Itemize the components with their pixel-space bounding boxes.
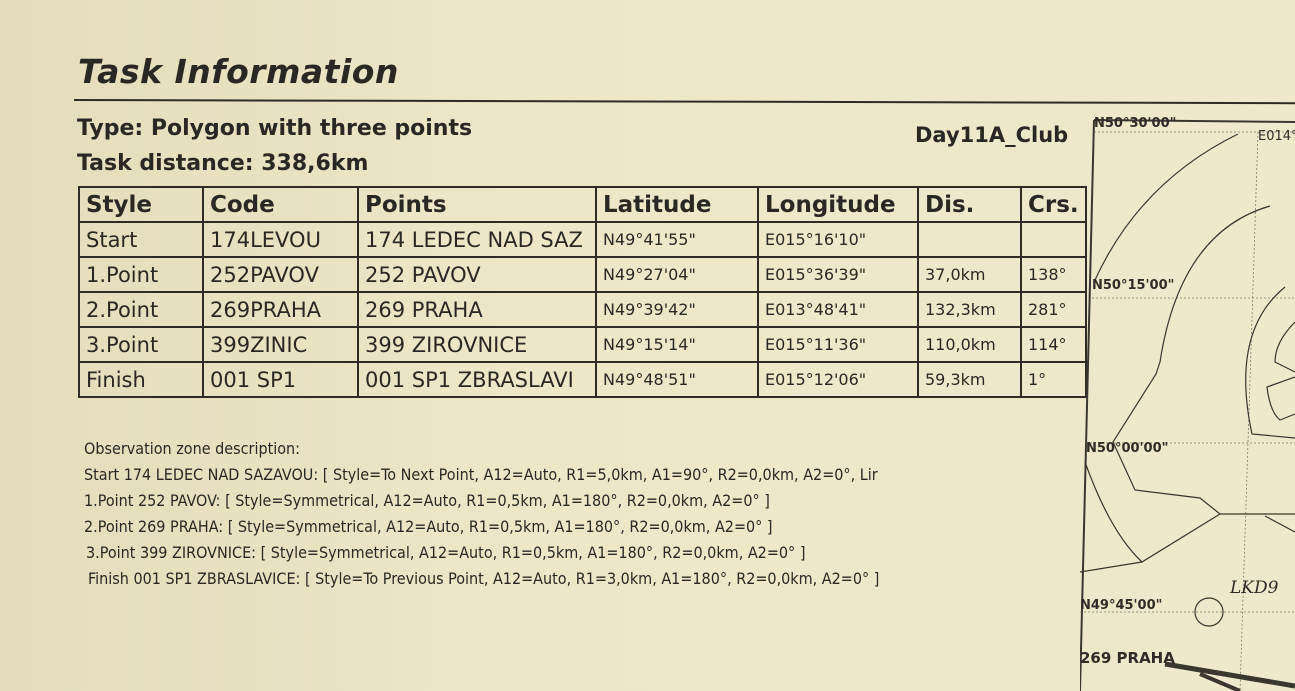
- lon-label: E014°: [1258, 129, 1295, 144]
- table-cell: E015°16'10": [757, 221, 919, 258]
- table-cell: 37,0km: [917, 256, 1022, 293]
- column-header: Crs.: [1020, 186, 1087, 223]
- table-cell: 399 ZIROVNICE: [357, 326, 597, 363]
- table-cell: N49°15'14": [595, 326, 759, 363]
- table-cell: 399ZINIC: [202, 326, 359, 363]
- table-cell: 1°: [1020, 361, 1087, 398]
- table-cell: 132,3km: [917, 291, 1022, 328]
- table-cell: N49°48'51": [595, 361, 759, 398]
- table-cell: 59,3km: [917, 361, 1022, 398]
- table-cell: 3.Point: [78, 326, 204, 363]
- handwritten-note: LKD9: [1230, 578, 1279, 598]
- task-distance: Task distance: 338,6km: [77, 151, 369, 176]
- table-row: Start 174LEVOU 174 LEDEC NAD SAZ N49°41'55"…: [78, 221, 1087, 258]
- table-row: 2.Point 269PRAHA 269 PRAHA N49°39'42" E013°4…: [78, 291, 1087, 328]
- observation-line: Start 174 LEDEC NAD SAZAVOU: [ Style=To …: [84, 465, 878, 484]
- table-row: 1.Point 252PAVOV 252 PAVOV N49°27'04" E015°3…: [78, 256, 1087, 293]
- lat-label: N49°45'00": [1080, 598, 1163, 613]
- point-label: 269 PRAHA: [1080, 649, 1175, 667]
- table-cell: 269PRAHA: [202, 291, 359, 328]
- table-cell: 281°: [1020, 291, 1087, 328]
- observation-line: 2.Point 269 PRAHA: [ Style=Symmetrical, …: [84, 517, 773, 536]
- table-row: Finish 001 SP1 001 SP1 ZBRASLAVI N49°48'51"…: [78, 361, 1087, 398]
- lat-label: N50°30'00": [1094, 116, 1177, 131]
- task-map: N50°30'00" E014° N50°15'00" N50°00'00" N…: [1080, 112, 1295, 691]
- page-title: Task Information: [78, 52, 399, 91]
- table-cell: 252 PAVOV: [357, 256, 597, 293]
- table-cell: E015°36'39": [757, 256, 919, 293]
- map-drawing: [1080, 119, 1295, 691]
- task-type: Type: Polygon with three points: [77, 116, 473, 141]
- table-cell: 174LEVOU: [202, 221, 359, 258]
- table-cell: E013°48'41": [757, 291, 919, 328]
- table-cell: N49°41'55": [595, 221, 759, 258]
- title-divider: [73, 99, 1295, 105]
- table-cell: 174 LEDEC NAD SAZ: [357, 221, 597, 258]
- table-cell: N49°39'42": [595, 291, 759, 328]
- table-cell: 001 SP1: [202, 361, 359, 398]
- lat-label: N50°15'00": [1092, 278, 1175, 293]
- observation-line: 1.Point 252 PAVOV: [ Style=Symmetrical, …: [84, 491, 770, 510]
- table-row: 3.Point 399ZINIC 399 ZIROVNICE N49°15'14" E0…: [78, 326, 1087, 363]
- task-name: Day11A_Club: [915, 123, 1069, 147]
- column-header: Longitude: [757, 186, 919, 223]
- table-cell: 269 PRAHA: [357, 291, 597, 328]
- table-cell: 110,0km: [917, 326, 1022, 363]
- table-cell: 001 SP1 ZBRASLAVI: [357, 361, 597, 398]
- table-header-row: Style Code Points Latitude Longitude Dis. Crs.: [78, 186, 1087, 223]
- observation-zone-description: Observation zone description: Start 174 …: [84, 436, 879, 592]
- table-cell: [1020, 221, 1087, 258]
- table-cell: E015°12'06": [757, 361, 919, 398]
- task-table: Style Code Points Latitude Longitude Dis. Crs.…: [78, 186, 1087, 398]
- table-cell: Start: [78, 221, 204, 258]
- column-header: Latitude: [595, 186, 759, 223]
- column-header: Style: [78, 186, 204, 223]
- observation-heading: Observation zone description:: [84, 439, 301, 458]
- observation-line: Finish 001 SP1 ZBRASLAVICE: [ Style=To P…: [88, 569, 880, 588]
- table-cell: N49°27'04": [595, 256, 759, 293]
- table-cell: 114°: [1020, 326, 1087, 363]
- table-cell: [917, 221, 1022, 258]
- table-cell: 1.Point: [78, 256, 204, 293]
- column-header: Points: [357, 186, 597, 223]
- observation-line: 3.Point 399 ZIROVNICE: [ Style=Symmetric…: [86, 543, 806, 562]
- table-cell: E015°11'36": [757, 326, 919, 363]
- table-cell: 2.Point: [78, 291, 204, 328]
- lat-label: N50°00'00": [1086, 441, 1169, 456]
- column-header: Code: [202, 186, 359, 223]
- column-header: Dis.: [917, 186, 1022, 223]
- table-cell: Finish: [78, 361, 204, 398]
- table-cell: 252PAVOV: [202, 256, 359, 293]
- table-cell: 138°: [1020, 256, 1087, 293]
